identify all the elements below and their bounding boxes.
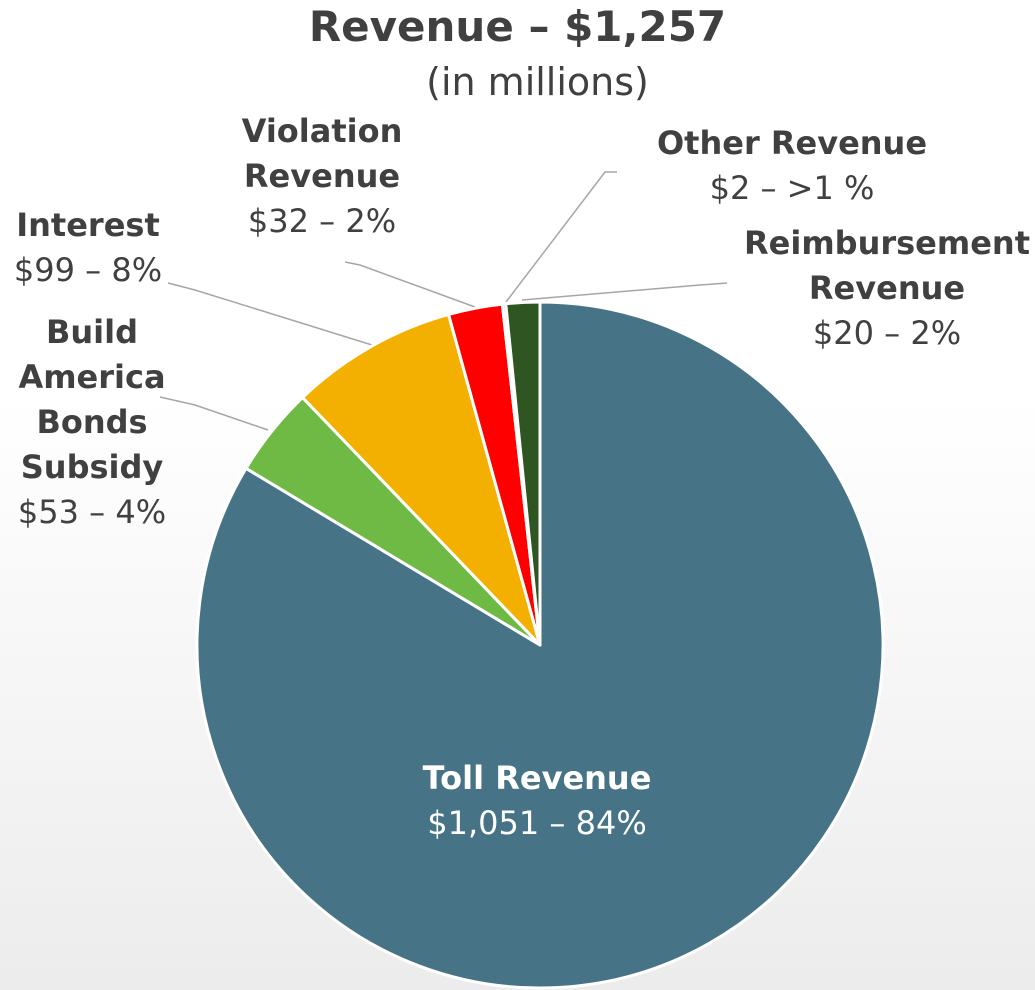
leader-line: [167, 282, 373, 346]
slice-label: Toll Revenue $1,051 – 84%: [337, 756, 737, 846]
leader-lines: [159, 171, 728, 431]
category-label: Other Revenue: [656, 124, 928, 162]
chart-subtitle: (in millions): [426, 60, 649, 104]
value-label: $2 – >1 %: [709, 169, 875, 207]
slice-label: Reimbursement Revenue $20 – 2%: [737, 221, 1035, 356]
slice-label: Other Revenue $2 – >1 %: [642, 121, 942, 211]
chart-title: Revenue – $1,257: [308, 2, 727, 51]
category-label: Violation Revenue: [241, 112, 403, 195]
leader-line: [159, 396, 269, 431]
category-label: Toll Revenue: [422, 759, 652, 797]
leader-line: [521, 282, 728, 301]
value-label: $32 – 2%: [247, 202, 397, 240]
slice-label: Build America Bonds Subsidy $53 – 4%: [12, 310, 172, 535]
category-label: Reimbursement Revenue: [744, 224, 1030, 307]
value-label: $99 – 8%: [13, 251, 163, 289]
leader-line: [505, 171, 617, 303]
slice-label: Violation Revenue $32 – 2%: [227, 109, 417, 244]
leader-line: [344, 261, 476, 308]
value-label: $20 – 2%: [812, 314, 962, 352]
pie-slice: [301, 312, 542, 647]
category-label: Interest: [16, 206, 160, 244]
value-label: $53 – 4%: [17, 493, 167, 531]
value-label: $1,051 – 84%: [427, 804, 647, 842]
slice-label: Interest $99 – 8%: [0, 203, 188, 293]
category-label: Build America Bonds Subsidy: [18, 313, 166, 486]
pie-slice: [504, 300, 542, 647]
